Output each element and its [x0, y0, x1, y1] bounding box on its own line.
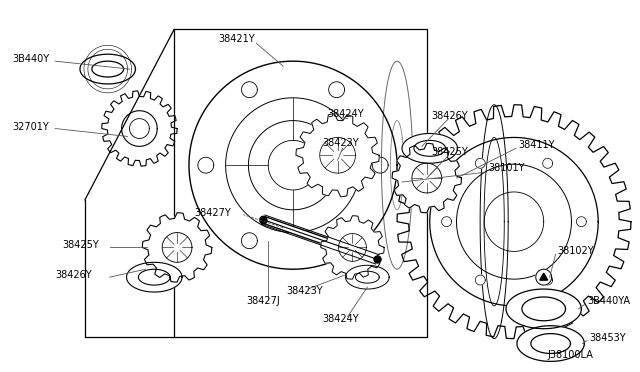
Polygon shape [189, 61, 397, 269]
Polygon shape [127, 262, 182, 292]
Polygon shape [329, 233, 344, 248]
Polygon shape [241, 233, 257, 248]
Polygon shape [142, 213, 212, 282]
Polygon shape [517, 326, 584, 361]
Polygon shape [329, 82, 344, 97]
Text: 38453Y: 38453Y [589, 333, 626, 343]
Polygon shape [476, 158, 485, 168]
Polygon shape [456, 164, 572, 279]
Text: 38101Y: 38101Y [488, 163, 525, 173]
Polygon shape [577, 217, 586, 227]
Text: 38424Y: 38424Y [328, 109, 364, 119]
Polygon shape [543, 275, 552, 285]
Polygon shape [397, 105, 631, 339]
Text: 38102Y: 38102Y [557, 246, 594, 256]
Text: 3B440Y: 3B440Y [13, 54, 50, 64]
Text: 32701Y: 32701Y [13, 122, 49, 132]
Polygon shape [198, 157, 214, 173]
Text: 38421Y: 38421Y [219, 34, 255, 44]
Text: 38426Y: 38426Y [432, 110, 468, 121]
Polygon shape [102, 91, 177, 166]
Text: 38425Y: 38425Y [432, 147, 468, 157]
Text: 3B440YA: 3B440YA [588, 296, 630, 306]
Polygon shape [392, 143, 461, 213]
Polygon shape [543, 158, 552, 168]
Text: 38427Y: 38427Y [194, 208, 230, 218]
Polygon shape [372, 157, 388, 173]
Polygon shape [476, 275, 485, 285]
Text: 38426Y: 38426Y [55, 270, 92, 280]
Polygon shape [540, 273, 548, 280]
Polygon shape [241, 82, 257, 97]
Text: 38411Y: 38411Y [518, 140, 554, 150]
Text: 38423Y: 38423Y [323, 138, 359, 148]
Polygon shape [402, 134, 458, 163]
Text: 38427J: 38427J [246, 296, 280, 306]
Text: J38100LA: J38100LA [547, 350, 593, 360]
Text: 38423Y: 38423Y [286, 286, 323, 296]
Polygon shape [506, 289, 581, 329]
Polygon shape [442, 217, 452, 227]
Polygon shape [80, 54, 136, 84]
Polygon shape [296, 114, 380, 197]
Text: 38425Y: 38425Y [62, 240, 99, 250]
Polygon shape [536, 269, 552, 285]
Polygon shape [321, 216, 384, 279]
Text: 38424Y: 38424Y [323, 314, 359, 324]
Polygon shape [346, 265, 389, 289]
